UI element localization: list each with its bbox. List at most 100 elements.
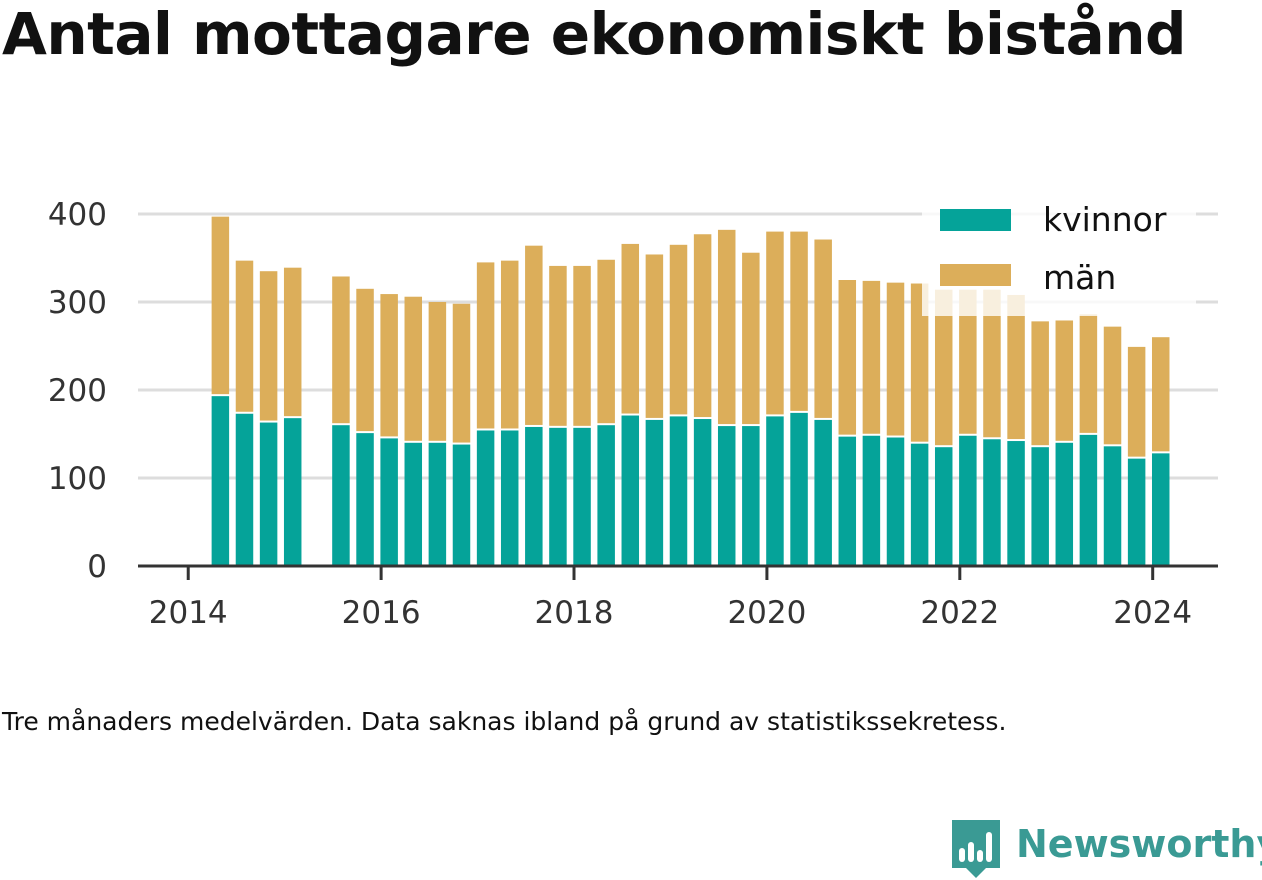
bar-segment-kvinnor bbox=[766, 416, 784, 566]
bar-segment-man bbox=[862, 280, 881, 434]
x-tick-label: 2014 bbox=[149, 595, 228, 631]
bar-segment-kvinnor bbox=[621, 415, 640, 566]
bar-segment-kvinnor bbox=[404, 442, 423, 566]
y-tick-label: 400 bbox=[48, 197, 107, 233]
bar-segment-man bbox=[1151, 337, 1170, 452]
bar-segment-man bbox=[356, 288, 374, 432]
bar-segment-kvinnor bbox=[910, 443, 929, 566]
bar-segment-man bbox=[669, 244, 688, 415]
x-tick-label: 2020 bbox=[727, 595, 806, 631]
bar-segment-man bbox=[959, 289, 977, 434]
bar-segment-kvinnor bbox=[476, 430, 495, 566]
bar-segment-kvinnor bbox=[790, 412, 808, 566]
brand-name: Newsworthy bbox=[1016, 822, 1262, 866]
bar-segment-man bbox=[814, 239, 832, 418]
bar-segment-kvinnor bbox=[332, 425, 350, 566]
bar-segment-kvinnor bbox=[235, 413, 254, 566]
bar-segment-kvinnor bbox=[1079, 434, 1098, 566]
legend-label-kvinnor: kvinnor bbox=[1043, 200, 1167, 239]
bar-segment-kvinnor bbox=[717, 426, 736, 566]
bar-segment-man bbox=[717, 229, 736, 425]
bar-segment-man bbox=[259, 271, 278, 421]
stacked-bar-chart: 0 100 200 300 400 2014 2016 2018 2020 2022 2024 k… bbox=[48, 196, 1218, 631]
legend-swatch-kvinnor bbox=[940, 209, 1011, 231]
bar-segment-man bbox=[934, 289, 953, 446]
chart-footnote: Tre månaders medelvärden. Data saknas ib… bbox=[2, 707, 1007, 736]
bar-segment-man bbox=[476, 262, 495, 429]
bar-segment-man bbox=[790, 231, 808, 411]
bar-segment-kvinnor bbox=[838, 436, 857, 566]
x-tick-label: 2022 bbox=[920, 595, 999, 631]
bar-segment-kvinnor bbox=[934, 447, 953, 566]
bar-segment-kvinnor bbox=[283, 418, 302, 566]
bar-segment-man bbox=[910, 283, 929, 442]
bar-segment-man bbox=[428, 302, 447, 441]
bar-segment-kvinnor bbox=[669, 416, 688, 566]
bar-segment-kvinnor bbox=[693, 419, 712, 566]
bar-segment-man bbox=[983, 289, 1001, 438]
bar-segment-kvinnor bbox=[1127, 458, 1146, 566]
bar-segment-kvinnor bbox=[525, 426, 543, 566]
x-tick-label: 2018 bbox=[535, 595, 614, 631]
bar-segment-kvinnor bbox=[742, 426, 760, 566]
bar-segment-man bbox=[452, 303, 471, 443]
y-axis-tick-labels: 0 100 200 300 400 bbox=[48, 197, 107, 585]
bar-segment-man bbox=[886, 282, 905, 436]
chart-title: Antal mottagare ekonomiskt bistånd bbox=[2, 0, 1187, 68]
bar-segment-man bbox=[621, 243, 640, 414]
bar-segment-man bbox=[1127, 346, 1146, 457]
bar-segment-man bbox=[1079, 314, 1098, 433]
bar-segment-kvinnor bbox=[428, 442, 447, 566]
bar-segment-kvinnor bbox=[814, 419, 832, 566]
bar-segment-kvinnor bbox=[549, 427, 567, 566]
legend-swatch-man bbox=[940, 264, 1011, 286]
bar-segment-man bbox=[742, 252, 760, 425]
x-axis-tick-labels: 2014 2016 2018 2020 2022 2024 bbox=[149, 566, 1192, 631]
bar-segment-man bbox=[404, 296, 423, 441]
bar-segment-kvinnor bbox=[1103, 446, 1122, 566]
bar-segment-man bbox=[1031, 321, 1049, 446]
bar-segment-man bbox=[1007, 294, 1025, 440]
y-tick-label: 200 bbox=[48, 373, 107, 409]
bar-segment-man bbox=[525, 245, 543, 425]
bar-segment-kvinnor bbox=[259, 422, 278, 566]
x-tick-label: 2016 bbox=[342, 595, 421, 631]
legend: kvinnor män bbox=[922, 196, 1196, 316]
bar-segment-kvinnor bbox=[1151, 453, 1170, 566]
bar-segment-man bbox=[1103, 326, 1122, 445]
bar-segment-kvinnor bbox=[452, 444, 471, 566]
bar-segment-man bbox=[211, 216, 230, 395]
bar-segment-man bbox=[693, 234, 712, 418]
bar-segment-man bbox=[283, 267, 302, 417]
y-tick-label: 300 bbox=[48, 285, 107, 321]
bar-segment-man bbox=[549, 265, 567, 426]
bar-segment-man bbox=[766, 231, 784, 415]
bar-segment-kvinnor bbox=[211, 396, 230, 566]
y-tick-label: 100 bbox=[48, 461, 107, 497]
bar-segment-kvinnor bbox=[597, 425, 615, 566]
bar-segment-man bbox=[645, 254, 664, 418]
bar-segment-man bbox=[235, 260, 254, 412]
bar-segment-man bbox=[573, 265, 591, 426]
bar-segment-kvinnor bbox=[356, 433, 374, 566]
bar-segment-kvinnor bbox=[983, 439, 1001, 566]
newsworthy-logo: Newsworthy bbox=[952, 818, 1262, 880]
bar-segment-kvinnor bbox=[886, 437, 905, 566]
legend-label-man: män bbox=[1043, 258, 1116, 297]
bar-segment-man bbox=[332, 276, 350, 424]
newsworthy-logo-icon bbox=[952, 820, 1000, 878]
bar-segment-kvinnor bbox=[1055, 442, 1074, 566]
bar-segment-man bbox=[500, 260, 519, 429]
bar-segment-kvinnor bbox=[959, 435, 977, 566]
y-tick-label: 0 bbox=[87, 549, 107, 585]
bar-segment-man bbox=[380, 294, 398, 437]
bar-segment-kvinnor bbox=[573, 427, 591, 566]
bar-segment-man bbox=[597, 259, 615, 424]
bar-segment-man bbox=[1055, 320, 1074, 441]
bars bbox=[211, 216, 1170, 566]
bar-segment-kvinnor bbox=[862, 435, 881, 566]
bar-segment-kvinnor bbox=[1007, 441, 1025, 566]
bar-segment-kvinnor bbox=[1031, 447, 1049, 566]
x-tick-label: 2024 bbox=[1113, 595, 1192, 631]
bar-segment-kvinnor bbox=[645, 419, 664, 566]
